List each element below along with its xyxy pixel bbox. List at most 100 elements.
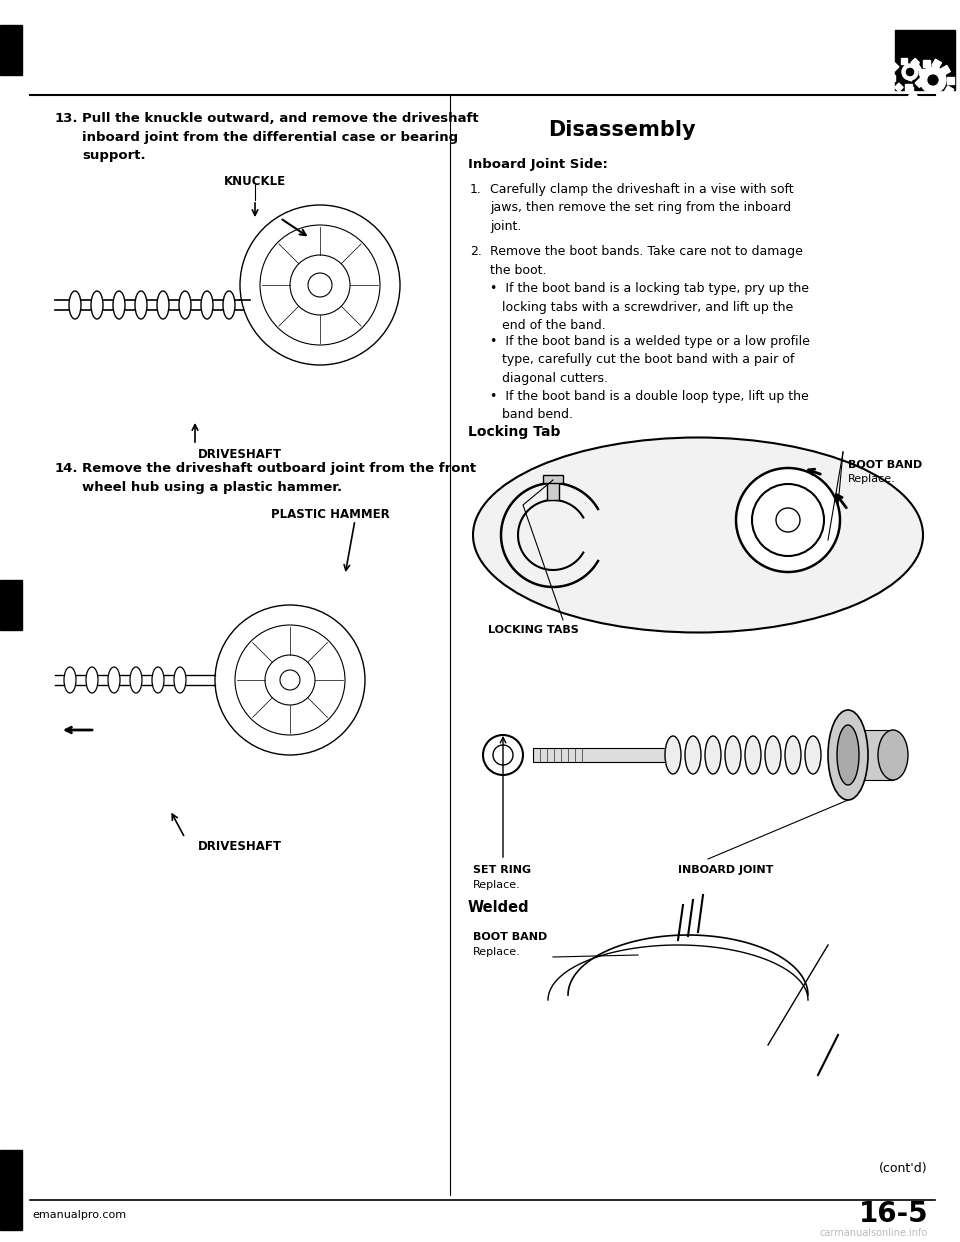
Text: •  If the boot band is a welded type or a low profile
   type, carefully cut the: • If the boot band is a welded type or a… xyxy=(490,335,810,385)
Ellipse shape xyxy=(130,667,142,693)
Bar xyxy=(929,101,937,108)
Text: Replace.: Replace. xyxy=(473,946,520,958)
Text: •  If the boot band is a locking tab type, pry up the
   locking tabs with a scr: • If the boot band is a locking tab type… xyxy=(490,282,809,332)
Ellipse shape xyxy=(828,710,868,800)
Text: DRIVESHAFT: DRIVESHAFT xyxy=(198,840,282,853)
Text: BOOT BAND: BOOT BAND xyxy=(848,460,923,469)
Circle shape xyxy=(290,255,350,315)
Circle shape xyxy=(776,508,800,532)
Bar xyxy=(901,57,907,63)
Text: Locking Tab: Locking Tab xyxy=(468,425,561,438)
Text: Replace.: Replace. xyxy=(848,474,896,484)
Text: BOOT BAND: BOOT BAND xyxy=(473,932,547,941)
Text: 13.: 13. xyxy=(55,112,79,125)
Text: Pull the knuckle outward, and remove the driveshaft
inboard joint from the diffe: Pull the knuckle outward, and remove the… xyxy=(82,112,479,161)
Bar xyxy=(947,77,953,83)
Text: Remove the boot bands. Take care not to damage
the boot.: Remove the boot bands. Take care not to … xyxy=(490,245,803,277)
Ellipse shape xyxy=(113,291,125,319)
Bar xyxy=(918,98,927,108)
Ellipse shape xyxy=(685,737,701,774)
Bar xyxy=(905,83,913,91)
Text: Replace.: Replace. xyxy=(473,881,520,891)
Text: Remove the driveshaft outboard joint from the front
wheel hub using a plastic ha: Remove the driveshaft outboard joint fro… xyxy=(82,462,476,493)
Bar xyxy=(919,70,924,75)
Text: Inboard Joint Side:: Inboard Joint Side: xyxy=(468,158,608,171)
Ellipse shape xyxy=(473,437,923,632)
Bar xyxy=(932,60,942,68)
Bar xyxy=(543,474,563,483)
Circle shape xyxy=(902,65,918,79)
Bar xyxy=(468,664,913,845)
Bar xyxy=(895,83,903,92)
Circle shape xyxy=(240,205,400,365)
Text: carmanualsonline.info: carmanualsonline.info xyxy=(820,1228,928,1238)
Text: INBOARD JOINT: INBOARD JOINT xyxy=(678,864,774,876)
Text: 16-5: 16-5 xyxy=(858,1200,928,1228)
Ellipse shape xyxy=(91,291,103,319)
Bar xyxy=(938,94,948,104)
Bar xyxy=(945,86,954,96)
Bar xyxy=(915,79,924,87)
Circle shape xyxy=(483,735,523,775)
Ellipse shape xyxy=(805,737,821,774)
Circle shape xyxy=(260,225,380,345)
Bar xyxy=(895,30,955,89)
Ellipse shape xyxy=(152,667,164,693)
Ellipse shape xyxy=(705,737,721,774)
Bar xyxy=(0,1150,22,1230)
Text: Disassembly: Disassembly xyxy=(548,120,696,140)
Text: KNUCKLE: KNUCKLE xyxy=(224,175,286,188)
Ellipse shape xyxy=(179,291,191,319)
Circle shape xyxy=(493,745,513,765)
Bar xyxy=(911,58,920,67)
Text: •  If the boot band is a double loop type, lift up the
   band bend.: • If the boot band is a double loop type… xyxy=(490,390,808,421)
Ellipse shape xyxy=(785,737,801,774)
Bar xyxy=(909,92,919,102)
Circle shape xyxy=(920,67,946,93)
Ellipse shape xyxy=(837,725,859,785)
Bar xyxy=(890,75,896,81)
Bar xyxy=(533,748,668,763)
Ellipse shape xyxy=(86,667,98,693)
Bar xyxy=(905,72,915,81)
Ellipse shape xyxy=(135,291,147,319)
Bar xyxy=(941,66,950,75)
Circle shape xyxy=(308,273,332,297)
Ellipse shape xyxy=(665,737,681,774)
Text: SET RING: SET RING xyxy=(473,864,531,876)
Ellipse shape xyxy=(174,667,186,693)
Ellipse shape xyxy=(64,667,76,693)
Bar xyxy=(890,62,899,71)
Bar xyxy=(45,530,440,830)
Text: PLASTIC HAMMER: PLASTIC HAMMER xyxy=(272,508,390,520)
Text: Carefully clamp the driveshaft in a vise with soft
jaws, then remove the set rin: Carefully clamp the driveshaft in a vise… xyxy=(490,183,794,233)
Text: 1.: 1. xyxy=(470,183,482,196)
Circle shape xyxy=(736,468,840,573)
Ellipse shape xyxy=(69,291,81,319)
Bar xyxy=(923,60,929,67)
Bar xyxy=(0,580,22,630)
Text: 14.: 14. xyxy=(55,462,79,474)
Text: Welded: Welded xyxy=(468,900,530,915)
Text: (cont'd): (cont'd) xyxy=(879,1163,928,1175)
Ellipse shape xyxy=(157,291,169,319)
Bar xyxy=(853,730,893,780)
Circle shape xyxy=(906,68,914,76)
Bar xyxy=(911,62,921,72)
Text: 2.: 2. xyxy=(470,245,482,258)
Bar xyxy=(0,25,22,75)
Ellipse shape xyxy=(108,667,120,693)
Text: DRIVESHAFT: DRIVESHAFT xyxy=(198,448,282,461)
Circle shape xyxy=(265,655,315,705)
Ellipse shape xyxy=(223,291,235,319)
Bar xyxy=(45,197,440,438)
Ellipse shape xyxy=(725,737,741,774)
Bar xyxy=(907,87,913,92)
Circle shape xyxy=(215,605,365,755)
Text: emanualpro.com: emanualpro.com xyxy=(32,1210,126,1220)
Bar xyxy=(547,478,559,501)
Circle shape xyxy=(280,669,300,691)
Ellipse shape xyxy=(745,737,761,774)
Ellipse shape xyxy=(878,730,908,780)
Ellipse shape xyxy=(765,737,781,774)
